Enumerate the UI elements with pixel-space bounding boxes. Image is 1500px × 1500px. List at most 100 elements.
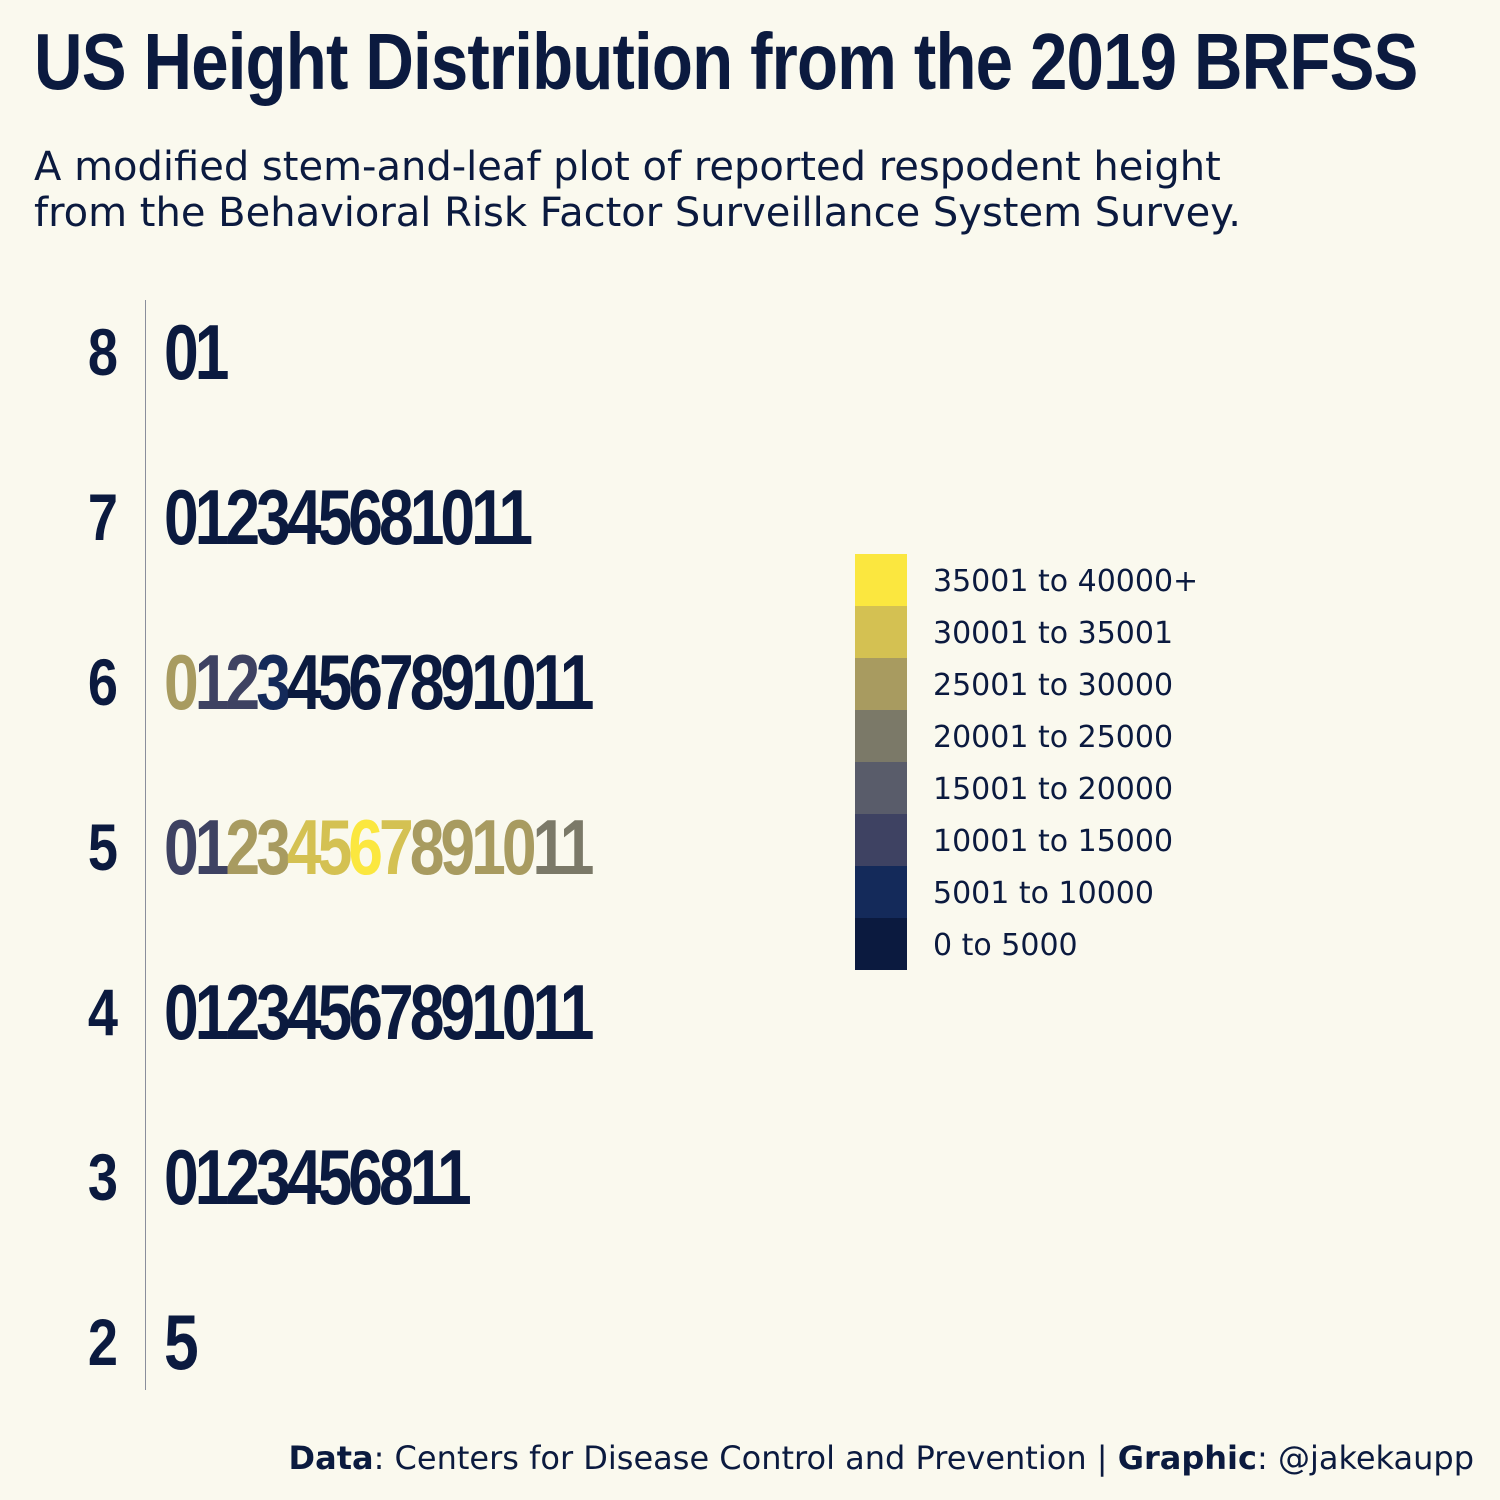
- stem-label-5: 5: [87, 810, 118, 884]
- leaf-7-8: 8: [378, 473, 414, 561]
- legend-item: 25001 to 30000: [855, 658, 1255, 710]
- leaf-3-6: 6: [348, 1133, 383, 1221]
- leaf-5-4: 4: [286, 803, 322, 891]
- leaf-7-6: 6: [348, 473, 383, 561]
- leaf-7-2: 2: [225, 473, 260, 561]
- chart-title: US Height Distribution from the 2019 BRF…: [34, 17, 1418, 106]
- stem-label-2: 2: [87, 1305, 118, 1379]
- legend-swatch: [855, 762, 907, 814]
- leaf-5-3: 3: [256, 803, 291, 891]
- leaf-row-4: 01234567891011: [164, 972, 595, 1052]
- leaf-5-0: 0: [164, 803, 199, 891]
- legend-label: 30001 to 35001: [933, 616, 1174, 651]
- leaf-3-4: 4: [286, 1133, 322, 1221]
- leaf-5-2: 2: [225, 803, 260, 891]
- leaf-5-11: 11: [532, 803, 595, 891]
- leaf-6-11: 11: [532, 638, 595, 726]
- leaf-5-1: 1: [194, 803, 230, 891]
- leaf-4-7: 7: [378, 968, 414, 1056]
- leaf-3-3: 3: [256, 1133, 291, 1221]
- leaf-row-3: 0123456811: [164, 1137, 472, 1217]
- legend-swatch: [855, 710, 907, 762]
- leaf-6-9: 9: [440, 638, 475, 726]
- leaf-7-11: 11: [471, 473, 533, 561]
- legend-item: 20001 to 25000: [855, 710, 1255, 762]
- legend-label: 15001 to 20000: [933, 772, 1174, 807]
- legend-swatch: [855, 658, 907, 710]
- leaf-5-9: 9: [440, 803, 475, 891]
- legend-item: 10001 to 15000: [855, 814, 1255, 866]
- legend-swatch: [855, 866, 907, 918]
- leaf-3-5: 5: [317, 1133, 353, 1221]
- leaf-6-7: 7: [378, 638, 414, 726]
- stem-label-4: 4: [87, 975, 118, 1049]
- legend-label: 0 to 5000: [933, 928, 1078, 963]
- legend-label: 20001 to 25000: [933, 720, 1174, 755]
- leaf-4-8: 8: [409, 968, 445, 1056]
- leaf-8-0: 0: [164, 308, 199, 396]
- leaf-6-8: 8: [409, 638, 445, 726]
- leaf-6-5: 5: [317, 638, 353, 726]
- leaf-3-0: 0: [164, 1133, 199, 1221]
- stem-label-7: 7: [87, 480, 118, 554]
- stem-label-8: 8: [87, 315, 118, 389]
- leaf-8-1: 1: [194, 308, 230, 396]
- leaf-6-4: 4: [286, 638, 322, 726]
- leaf-row-8: 01: [164, 312, 229, 392]
- legend: 35001 to 40000+ 30001 to 35001 25001 to 30…: [855, 554, 1255, 970]
- leaf-4-11: 11: [532, 968, 595, 1056]
- legend-swatch: [855, 606, 907, 658]
- caption-data-text: : Centers for Disease Control and Preven…: [373, 1439, 1118, 1477]
- leaf-row-5: 01234567891011: [164, 807, 595, 887]
- leaf-5-8: 8: [409, 803, 445, 891]
- leaf-4-4: 4: [286, 968, 322, 1056]
- legend-item: 35001 to 40000+: [855, 554, 1255, 606]
- leaf-4-0: 0: [164, 968, 199, 1056]
- leaf-4-2: 2: [225, 968, 260, 1056]
- leaf-row-2: 5: [164, 1302, 199, 1382]
- stem-divider-line: [145, 300, 146, 1390]
- leaf-6-3: 3: [256, 638, 291, 726]
- leaf-7-10: 10: [409, 473, 475, 561]
- leaf-7-3: 3: [256, 473, 291, 561]
- leaf-7-1: 1: [194, 473, 230, 561]
- legend-swatch: [855, 814, 907, 866]
- leaf-7-4: 4: [286, 473, 322, 561]
- leaf-4-6: 6: [348, 968, 383, 1056]
- leaf-4-9: 9: [440, 968, 475, 1056]
- leaf-3-8: 8: [378, 1133, 414, 1221]
- caption-data-label: Data: [288, 1439, 374, 1477]
- caption-graphic-text: : @jakekaupp: [1256, 1439, 1474, 1477]
- leaf-6-6: 6: [348, 638, 383, 726]
- leaf-5-10: 10: [471, 803, 536, 891]
- leaf-7-5: 5: [317, 473, 353, 561]
- caption-graphic-label: Graphic: [1117, 1439, 1257, 1477]
- leaf-4-3: 3: [256, 968, 291, 1056]
- caption: Data: Centers for Disease Control and Pr…: [289, 1434, 1474, 1482]
- legend-label: 25001 to 30000: [933, 668, 1174, 703]
- leaf-6-1: 1: [194, 638, 230, 726]
- leaf-7-0: 0: [164, 473, 199, 561]
- leaf-2-5: 5: [164, 1298, 199, 1386]
- leaf-6-0: 0: [164, 638, 199, 726]
- legend-label: 35001 to 40000+: [933, 564, 1199, 599]
- chart-subtitle: A modified stem-and-leaf plot of reporte…: [34, 144, 1464, 236]
- stem-label-6: 6: [87, 645, 118, 719]
- leaf-row-7: 012345681011: [164, 477, 533, 557]
- legend-label: 5001 to 10000: [933, 876, 1154, 911]
- legend-item: 0 to 5000: [855, 918, 1255, 970]
- leaf-3-11: 11: [409, 1133, 472, 1221]
- leaf-4-5: 5: [317, 968, 353, 1056]
- leaf-3-1: 1: [194, 1133, 230, 1221]
- subtitle-line-2: from the Behavioral Risk Factor Surveill…: [34, 190, 1241, 236]
- leaf-5-7: 7: [378, 803, 414, 891]
- legend-item: 15001 to 20000: [855, 762, 1255, 814]
- legend-swatch: [855, 918, 907, 970]
- leaf-5-5: 5: [317, 803, 353, 891]
- leaf-4-1: 1: [194, 968, 230, 1056]
- legend-label: 10001 to 15000: [933, 824, 1174, 859]
- leaf-6-2: 2: [225, 638, 260, 726]
- legend-item: 30001 to 35001: [855, 606, 1255, 658]
- subtitle-line-1: A modified stem-and-leaf plot of reporte…: [34, 144, 1221, 190]
